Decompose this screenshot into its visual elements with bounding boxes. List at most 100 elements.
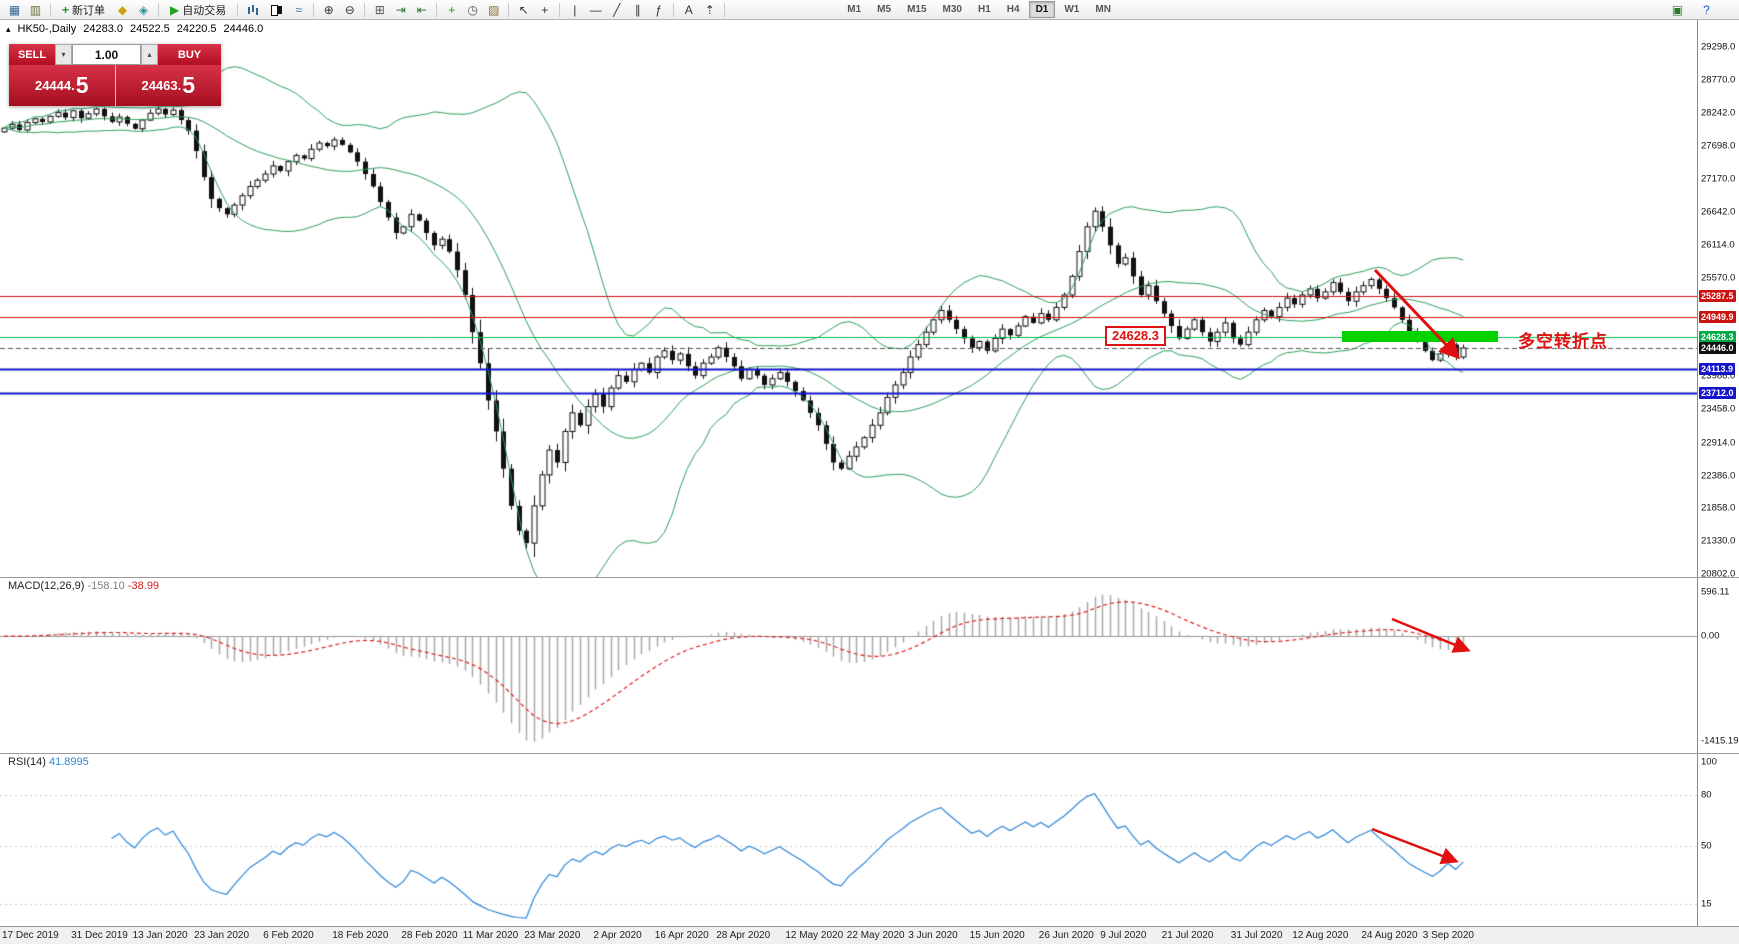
green-zone-annotation[interactable] xyxy=(1342,331,1498,343)
toolbar-separator xyxy=(724,2,726,17)
market-watch-icon[interactable]: ◈ xyxy=(134,1,153,18)
timeframe-h1[interactable]: H1 xyxy=(977,4,991,15)
date-tick-label: 28 Apr 2020 xyxy=(716,930,771,941)
buy-button[interactable]: BUY xyxy=(158,44,221,65)
one-click-trading-panel: SELL ▾ ▴ BUY 24444. 5 24463. 5 xyxy=(9,44,221,106)
price-tick-label: 28242.0 xyxy=(1701,107,1736,118)
rsi-panel-separator[interactable] xyxy=(0,753,1739,754)
arrows-tool-icon[interactable]: ⇡ xyxy=(700,1,719,18)
price-badge: 24446.0 xyxy=(1699,341,1736,354)
price-tick-label: 27698.0 xyxy=(1701,140,1736,152)
fibonacci-icon: ƒ xyxy=(655,2,663,17)
vertical-line-icon[interactable]: | xyxy=(565,1,584,18)
cursor-icon[interactable]: ↖ xyxy=(514,1,533,18)
time-axis[interactable]: 17 Dec 2019 31 Dec 2019 13 Jan 2020 23 Jan … xyxy=(0,926,1739,944)
toolbar-separator xyxy=(508,2,510,17)
macd-panel-separator[interactable] xyxy=(0,577,1739,578)
new-window-icon: ▣ xyxy=(1671,2,1684,17)
date-tick-label: 15 Jun 2020 xyxy=(969,930,1025,941)
date-tick-label: 31 Dec 2019 xyxy=(71,930,128,941)
rsi-indicator-label: RSI(14) 41.8995 xyxy=(8,756,89,768)
low-value: 24220.5 xyxy=(176,23,217,35)
templates-icon[interactable]: ▨ xyxy=(484,1,503,18)
price-badge: 24113.9 xyxy=(1699,362,1736,375)
toolbar: ▦ ▥ + 新订单 ◆ ◈ ▶ 自动交易 ≈ ⊕ ⊖ ⊞ ⇥ ⇤ + ◷ ▨ ↖ + | — ╱ ∥ ƒ A ⇡ M1 M5 M15 M3… xyxy=(0,0,1739,20)
macd-indicator-label: MACD(12,26,9) -158.10 -38.99 xyxy=(8,580,160,592)
date-tick-label: 23 Mar 2020 xyxy=(524,930,581,941)
new-chart-icon: ▦ xyxy=(8,2,21,17)
indicators-icon[interactable]: + xyxy=(442,1,461,18)
price-level-annotation[interactable]: 24628.3 xyxy=(1105,326,1166,347)
close-value: 24446.0 xyxy=(223,23,264,35)
price-badge: 25287.5 xyxy=(1699,289,1736,302)
timeframe-m15[interactable]: M15 xyxy=(907,4,927,15)
text-tool-icon[interactable]: A xyxy=(679,1,698,18)
buy-price-main: 24463. xyxy=(141,78,182,93)
bar-chart-icon[interactable] xyxy=(243,1,264,18)
timeframe-mn[interactable]: MN xyxy=(1095,4,1111,15)
crosshair-icon[interactable]: + xyxy=(535,1,554,18)
templates-icon: ▨ xyxy=(488,2,500,17)
profiles-icon[interactable]: ▥ xyxy=(26,1,45,18)
rsi-tick-label: 80 xyxy=(1701,789,1712,801)
toolbar-separator xyxy=(237,2,239,17)
sell-button[interactable]: SELL xyxy=(9,44,55,65)
rsi-tick-label: 100 xyxy=(1701,756,1717,768)
timeframe-m30[interactable]: M30 xyxy=(942,4,962,15)
new-chart-icon[interactable]: ▦ xyxy=(5,1,24,18)
macd-tick-label: -1415.19 xyxy=(1701,735,1739,747)
autotrading-button[interactable]: ▶ 自动交易 xyxy=(164,1,232,18)
candlestick-chart-icon[interactable] xyxy=(266,1,287,18)
timeframe-m1[interactable]: M1 xyxy=(847,4,862,15)
new-window-icon[interactable]: ▣ xyxy=(1668,1,1687,18)
toolbar-separator xyxy=(559,2,561,17)
buy-price-button[interactable]: 24463. 5 xyxy=(115,65,221,106)
candlestick-chart-icon xyxy=(269,3,284,16)
date-tick-label: 12 Aug 2020 xyxy=(1292,930,1349,941)
horizontal-line-icon[interactable]: — xyxy=(586,1,605,18)
help-search-icon[interactable]: ? xyxy=(1697,1,1716,18)
one-click-panel-toggle[interactable]: ▴ xyxy=(6,23,11,34)
price-axis[interactable]: 29298.0 28770.0 28242.0 27698.0 27170.0 26642… xyxy=(1697,20,1739,926)
chart-shift-icon[interactable]: ⇤ xyxy=(412,1,431,18)
timeframe-d1[interactable]: D1 xyxy=(1028,1,1056,18)
volume-decrease-button[interactable]: ▾ xyxy=(55,44,72,65)
volume-increase-button[interactable]: ▴ xyxy=(141,44,158,65)
price-tick-label: 20802.0 xyxy=(1701,568,1736,580)
metaeditor-icon[interactable]: ◆ xyxy=(113,1,132,18)
zoom-in-icon[interactable]: ⊕ xyxy=(319,1,338,18)
trendline-icon[interactable]: ╱ xyxy=(607,1,626,18)
toolbar-separator xyxy=(673,2,675,17)
sell-price-button[interactable]: 24444. 5 xyxy=(9,65,116,106)
timeframe-h4[interactable]: H4 xyxy=(1006,4,1020,15)
date-tick-label: 23 Jan 2020 xyxy=(194,930,250,941)
grid-icon[interactable]: ⊞ xyxy=(370,1,389,18)
new-order-button[interactable]: + 新订单 xyxy=(56,1,111,18)
date-tick-label: 13 Jan 2020 xyxy=(132,930,188,941)
periods-icon: ◷ xyxy=(467,2,478,17)
help-search-icon: ? xyxy=(1703,2,1710,17)
auto-scroll-icon[interactable]: ⇥ xyxy=(391,1,410,18)
date-tick-label: 3 Sep 2020 xyxy=(1422,930,1474,941)
zoom-out-icon: ⊖ xyxy=(344,2,355,17)
zoom-out-icon[interactable]: ⊖ xyxy=(340,1,359,18)
metaeditor-icon: ◆ xyxy=(117,2,128,17)
price-tick-label: 28770.0 xyxy=(1701,74,1736,86)
symbol-period-label: HK50-,Daily xyxy=(17,23,77,35)
timeframe-m5[interactable]: M5 xyxy=(877,4,892,15)
date-tick-label: 28 Feb 2020 xyxy=(401,930,458,941)
bull-bear-turning-point-note[interactable]: 多空转折点 xyxy=(1518,331,1608,351)
equidistant-channel-icon[interactable]: ∥ xyxy=(628,1,647,18)
volume-input[interactable] xyxy=(72,44,141,65)
price-tick-label: 22914.0 xyxy=(1701,437,1736,449)
timeframe-w1[interactable]: W1 xyxy=(1064,4,1080,15)
toolbar-separator xyxy=(50,2,51,17)
auto-scroll-icon: ⇥ xyxy=(395,2,406,17)
date-tick-label: 24 Aug 2020 xyxy=(1361,930,1418,941)
periods-icon[interactable]: ◷ xyxy=(463,1,482,18)
line-chart-icon[interactable]: ≈ xyxy=(289,1,308,18)
fibonacci-icon[interactable]: ƒ xyxy=(649,1,668,18)
date-tick-label: 9 Jul 2020 xyxy=(1100,930,1147,941)
